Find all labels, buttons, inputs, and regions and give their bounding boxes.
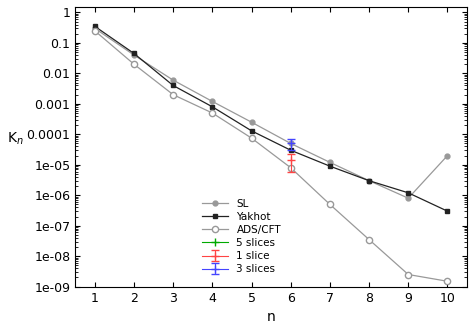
X-axis label: n: n bbox=[267, 310, 275, 324]
Y-axis label: K$_n$: K$_n$ bbox=[7, 130, 24, 147]
Yakhot bbox=[327, 164, 333, 168]
SL bbox=[131, 53, 137, 57]
ADS/CFT bbox=[288, 166, 293, 170]
Yakhot bbox=[249, 129, 255, 133]
SL bbox=[445, 154, 450, 158]
SL bbox=[327, 160, 333, 164]
ADS/CFT bbox=[249, 136, 255, 140]
ADS/CFT bbox=[210, 111, 215, 115]
Yakhot bbox=[170, 83, 176, 87]
Yakhot bbox=[445, 209, 450, 213]
Legend: SL, Yakhot, ADS/CFT, 5 slices, 1 slice, 3 slices: SL, Yakhot, ADS/CFT, 5 slices, 1 slice, … bbox=[198, 195, 285, 279]
SL bbox=[170, 78, 176, 82]
SL bbox=[366, 179, 372, 183]
Line: SL: SL bbox=[92, 26, 450, 201]
SL bbox=[210, 99, 215, 103]
ADS/CFT bbox=[131, 62, 137, 66]
ADS/CFT bbox=[170, 93, 176, 97]
SL bbox=[405, 196, 411, 200]
Yakhot bbox=[288, 148, 293, 152]
Line: Yakhot: Yakhot bbox=[92, 24, 450, 213]
Yakhot bbox=[210, 105, 215, 109]
ADS/CFT bbox=[445, 279, 450, 283]
SL bbox=[288, 141, 293, 145]
Yakhot bbox=[131, 51, 137, 55]
Line: ADS/CFT: ADS/CFT bbox=[91, 27, 451, 284]
SL bbox=[249, 120, 255, 124]
ADS/CFT bbox=[405, 272, 411, 276]
Yakhot bbox=[405, 191, 411, 195]
ADS/CFT bbox=[92, 29, 98, 33]
ADS/CFT bbox=[366, 238, 372, 242]
Yakhot bbox=[366, 179, 372, 183]
Yakhot bbox=[92, 24, 98, 28]
ADS/CFT bbox=[327, 203, 333, 207]
SL bbox=[92, 26, 98, 30]
